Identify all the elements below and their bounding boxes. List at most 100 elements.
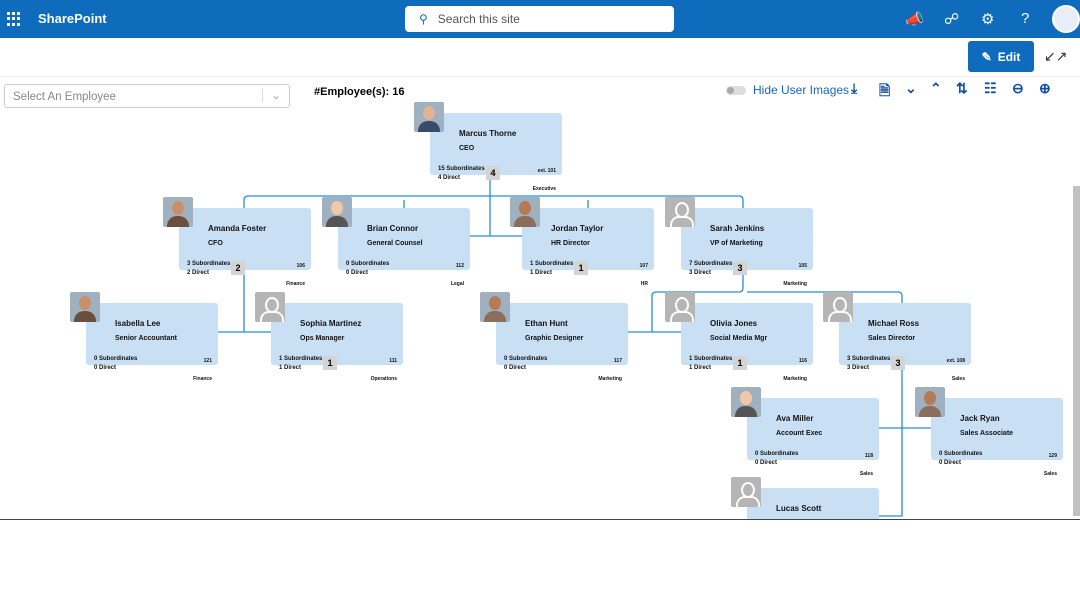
department: Sales: [1043, 471, 1057, 477]
employee-count: #Employee(s): 16: [314, 86, 405, 98]
gear-icon[interactable]: ⚙: [981, 11, 995, 28]
employee-card[interactable]: Marcus Thorne CEO 15 Subordinates 4 Direct e…: [430, 113, 562, 192]
scrollbar[interactable]: [1073, 186, 1080, 516]
employee-title: Ops Manager: [300, 335, 345, 342]
org-chart[interactable]: Marcus Thorne CEO 15 Subordinates 4 Direct e…: [0, 77, 1073, 519]
employee-card[interactable]: Sophia Martinez Ops Manager 1 Subordinates…: [271, 303, 403, 382]
employee-select[interactable]: Select An Employee ⌄: [4, 84, 290, 108]
direct-count: 2 Direct: [187, 270, 210, 276]
employee-photo: [70, 292, 100, 322]
hide-images-label[interactable]: Hide User Images: [753, 83, 850, 97]
subordinates-count: 1 Subordinates: [279, 356, 323, 362]
employee-title: Graphic Designer: [525, 335, 584, 342]
department: Marketing: [783, 376, 807, 382]
expand-badge[interactable]: 4: [486, 166, 500, 180]
employee-photo: [665, 197, 695, 227]
edit-button[interactable]: ✎ Edit: [968, 41, 1034, 72]
avatar[interactable]: [1052, 5, 1080, 33]
app-title[interactable]: SharePoint: [38, 11, 107, 26]
employee-name: Lucas Scott: [776, 504, 822, 513]
extension: ext. 108: [946, 358, 965, 364]
subordinates-count: 7 Subordinates: [689, 261, 733, 267]
employee-card[interactable]: Michael Ross Sales Director 3 Subordinates…: [839, 303, 971, 382]
expand-all-icon[interactable]: ⌄: [905, 80, 917, 96]
org-structure-icon[interactable]: ☷: [984, 80, 997, 96]
subordinates-count: 1 Subordinates: [530, 261, 574, 267]
direct-count: 0 Direct: [755, 460, 778, 466]
employee-photo: [414, 102, 444, 132]
department: Operations: [370, 376, 397, 382]
department: Marketing: [783, 281, 807, 287]
direct-count: 1 Direct: [530, 270, 553, 276]
employee-title: CEO: [459, 145, 475, 152]
megaphone-icon[interactable]: 📣: [905, 11, 924, 28]
expand-badge[interactable]: 1: [574, 261, 588, 275]
employee-card[interactable]: Amanda Foster CFO 3 Subordinates 2 Direct 10…: [179, 208, 311, 287]
direct-count: 0 Direct: [939, 460, 962, 466]
employee-card[interactable]: Olivia Jones Social Media Mgr 1 Subordinat…: [681, 303, 813, 382]
direct-count: 3 Direct: [689, 270, 712, 276]
expand-badge[interactable]: 2: [231, 261, 245, 275]
employee-card[interactable]: Sarah Jenkins VP of Marketing 7 Subordinat…: [681, 208, 813, 287]
suite-bar: SharePoint ⚲ Search this site 📣 ☍ ⚙ ?: [0, 0, 1080, 38]
direct-count: 1 Direct: [689, 365, 712, 371]
employee-title: Sales Associate: [960, 430, 1014, 437]
employee-card[interactable]: Brian Connor General Counsel 0 Subordinate…: [338, 208, 470, 287]
employee-photo: [510, 197, 540, 227]
zoom-out-icon[interactable]: ⊖: [1012, 80, 1024, 96]
employee-photo: [480, 292, 510, 322]
share-icon[interactable]: ☍: [944, 11, 960, 28]
connector: [218, 270, 271, 333]
search-input[interactable]: ⚲ Search this site: [405, 6, 674, 32]
employee-card[interactable]: Lucas Scott: [747, 488, 879, 519]
pencil-icon: ✎: [981, 49, 992, 64]
employee-card[interactable]: Ava Miller Account Exec 0 Subordinates 0 Di…: [747, 398, 879, 477]
waffle-icon[interactable]: [7, 12, 21, 26]
employee-photo: [665, 292, 695, 322]
search-placeholder: Search this site: [437, 12, 520, 26]
employee-name: Michael Ross: [868, 319, 920, 328]
employee-name: Ava Miller: [776, 414, 814, 423]
employee-card[interactable]: Ethan Hunt Graphic Designer 0 Subordinates…: [496, 303, 628, 382]
department: Executive: [532, 186, 556, 192]
employee-title: HR Director: [551, 240, 590, 247]
employee-name: Amanda Foster: [208, 224, 267, 233]
employee-name: Jordan Taylor: [551, 224, 604, 233]
employee-card[interactable]: Isabella Lee Senior Accountant 0 Subordina…: [86, 303, 218, 382]
direct-count: 1 Direct: [279, 365, 302, 371]
collapse-icon[interactable]: ↙↗: [1044, 48, 1068, 64]
direct-count: 3 Direct: [847, 365, 870, 371]
employee-title: Senior Accountant: [115, 335, 177, 342]
pdf-icon[interactable]: 🗎: [879, 82, 891, 98]
employee-photo: [731, 387, 761, 417]
employee-name: Brian Connor: [367, 224, 419, 233]
subordinates-count: 1 Subordinates: [689, 356, 733, 362]
extension: 121: [203, 358, 212, 364]
employee-title: Sales Director: [868, 335, 916, 342]
hide-images-toggle[interactable]: [726, 86, 746, 95]
collapse-all-icon[interactable]: ⌃: [930, 80, 942, 96]
employee-name: Sophia Martinez: [300, 319, 362, 328]
download-icon[interactable]: ⤓: [851, 80, 858, 96]
zoom-in-icon[interactable]: ⊕: [1039, 80, 1051, 96]
expand-badge[interactable]: 3: [733, 261, 747, 275]
divider: [0, 519, 1080, 520]
employee-card[interactable]: Jordan Taylor HR Director 1 Subordinates 1 …: [522, 208, 654, 287]
expand-badge[interactable]: 1: [323, 356, 337, 370]
swap-icon[interactable]: ⇅: [956, 80, 968, 96]
extension: 112: [455, 263, 464, 269]
expand-badge[interactable]: 1: [733, 356, 747, 370]
extension: 107: [639, 263, 648, 269]
subordinates-count: 3 Subordinates: [187, 261, 231, 267]
help-icon[interactable]: ?: [1021, 10, 1030, 27]
department: Finance: [193, 376, 212, 382]
extension: 118: [864, 453, 873, 459]
extension: 117: [613, 358, 622, 364]
employee-title: Social Media Mgr: [710, 335, 768, 342]
expand-badge[interactable]: 3: [891, 356, 905, 370]
department: Finance: [286, 281, 305, 287]
employee-card[interactable]: Jack Ryan Sales Associate 0 Subordinates 0 …: [931, 398, 1063, 477]
employee-name: Jack Ryan: [960, 414, 1000, 423]
employee-photo: [823, 292, 853, 322]
department: Sales: [951, 376, 965, 382]
